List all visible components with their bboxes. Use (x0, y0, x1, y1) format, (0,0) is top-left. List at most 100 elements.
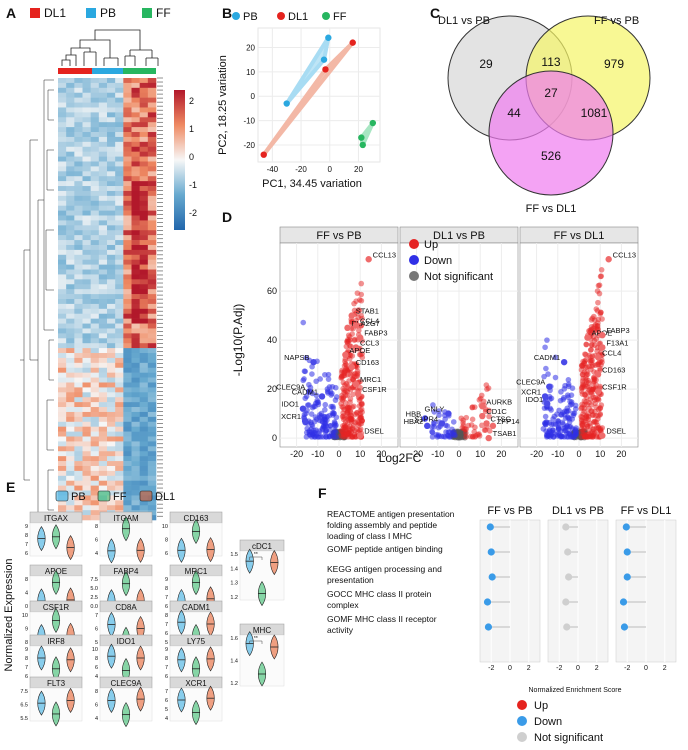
volcano-point-up (341, 362, 348, 369)
heatmap-cell (123, 249, 132, 256)
violin-y-tick: 6 (25, 674, 28, 680)
heatmap-cell (107, 274, 116, 280)
heatmap-cell (131, 362, 140, 369)
heatmap-cell (123, 107, 132, 113)
heatmap-cell (98, 205, 108, 211)
heatmap-cell (90, 510, 100, 516)
heatmap-cell (107, 107, 116, 113)
heatmap-cell (147, 136, 157, 143)
heatmap-cell (74, 107, 83, 113)
heatmap-cell (147, 392, 157, 398)
heatmap-cell (131, 151, 140, 157)
volcano-point-down (572, 427, 579, 434)
heatmap-cell (74, 485, 83, 491)
heatmap-cell (139, 475, 149, 482)
enrichment-legend-marker (517, 732, 527, 742)
volcano-gene-label: FABP3 (606, 326, 629, 335)
volcano-point-up (465, 422, 472, 429)
heatmap-cell (147, 102, 157, 108)
heatmap-cell (139, 235, 149, 241)
heatmap-cell (123, 470, 132, 477)
violin-y-tick: 8 (25, 656, 28, 662)
heatmap-cell (139, 230, 149, 236)
heatmap-cell (58, 284, 67, 290)
heatmap-cell (98, 132, 108, 138)
volcano-gene-label: CD163 (356, 358, 379, 367)
heatmap-cell (115, 195, 124, 202)
heatmap-cell (82, 269, 91, 275)
heatmap-cell (107, 176, 116, 182)
heatmap-cell (66, 186, 75, 192)
heatmap-cell (66, 303, 75, 310)
pca-point-pb (320, 56, 328, 63)
heatmap-cell (123, 407, 132, 413)
heatmap-cell (58, 451, 67, 457)
heatmap-cell (66, 161, 75, 167)
violin-gene-name: FLT3 (47, 679, 66, 688)
heatmap-cell (90, 372, 100, 378)
heatmap-cell (115, 348, 124, 354)
heatmap-cell (66, 92, 75, 98)
volcano-gene-point (357, 334, 364, 341)
heatmap-cell (107, 323, 116, 329)
heatmap-cell (139, 225, 149, 231)
heatmap-cell (74, 181, 83, 187)
color-scale-tick: 1 (189, 124, 194, 134)
heatmap-cell (147, 357, 157, 364)
volcano-point-up (594, 348, 600, 354)
heatmap-cell (115, 186, 124, 192)
heatmap-cell (98, 446, 108, 452)
heatmap-cell (82, 294, 91, 300)
heatmap-cell (107, 411, 116, 418)
heatmap-cell (139, 141, 149, 148)
heatmap-cell (123, 225, 132, 231)
pca-point-dl1 (260, 151, 267, 158)
enrichment-x-tick: -2 (556, 665, 562, 672)
enrichment-point (486, 523, 494, 531)
violin-legend-label: FF (113, 491, 127, 503)
violin-y-tick: 7 (95, 613, 98, 619)
heatmap-cell (74, 426, 83, 432)
heatmap-cell (66, 156, 75, 162)
violin-y-tick: 8 (25, 640, 28, 646)
heatmap-cell (90, 122, 100, 128)
enrichment-x-label: Normalized Enrichment Score (529, 687, 622, 694)
heatmap-cell (58, 220, 67, 226)
legend-label-pb: PB (100, 6, 116, 20)
heatmap-cell (123, 426, 132, 432)
heatmap-cell (107, 421, 116, 427)
heatmap-cell (107, 470, 116, 477)
heatmap-cell (74, 117, 83, 123)
heatmap-cell (107, 82, 116, 89)
heatmap-cell (107, 446, 116, 452)
heatmap-cell (74, 122, 83, 128)
heatmap-cell (115, 367, 124, 373)
heatmap-cell (123, 200, 132, 206)
heatmap-cell (139, 421, 149, 427)
heatmap-cell (123, 146, 132, 152)
heatmap-cell (66, 441, 75, 447)
heatmap-cell (107, 377, 116, 383)
volcano-gene-label: CCL4 (602, 348, 621, 357)
heatmap-cell (123, 141, 132, 148)
heatmap-cell (82, 367, 91, 373)
heatmap-cell (131, 82, 140, 89)
enrichment-point (623, 548, 631, 556)
heatmap-cell (123, 279, 132, 285)
heatmap-cell (58, 112, 67, 118)
volcano-point-down (332, 397, 339, 403)
heatmap-cell (115, 382, 124, 388)
enrichment-x-tick: 2 (527, 665, 531, 672)
venn-count-dl1-ffpb: 113 (541, 55, 560, 69)
heatmap-cell (107, 156, 116, 162)
heatmap-cell (58, 348, 67, 354)
heatmap-cell (58, 485, 67, 491)
heatmap-cell (123, 97, 132, 103)
heatmap-cell (123, 284, 132, 290)
heatmap-cell (123, 308, 132, 315)
heatmap-cell (82, 505, 91, 511)
heatmap-cell (147, 254, 157, 261)
heatmap-cell (123, 259, 132, 265)
enrichment-point (484, 623, 493, 631)
heatmap-cell (147, 426, 157, 432)
